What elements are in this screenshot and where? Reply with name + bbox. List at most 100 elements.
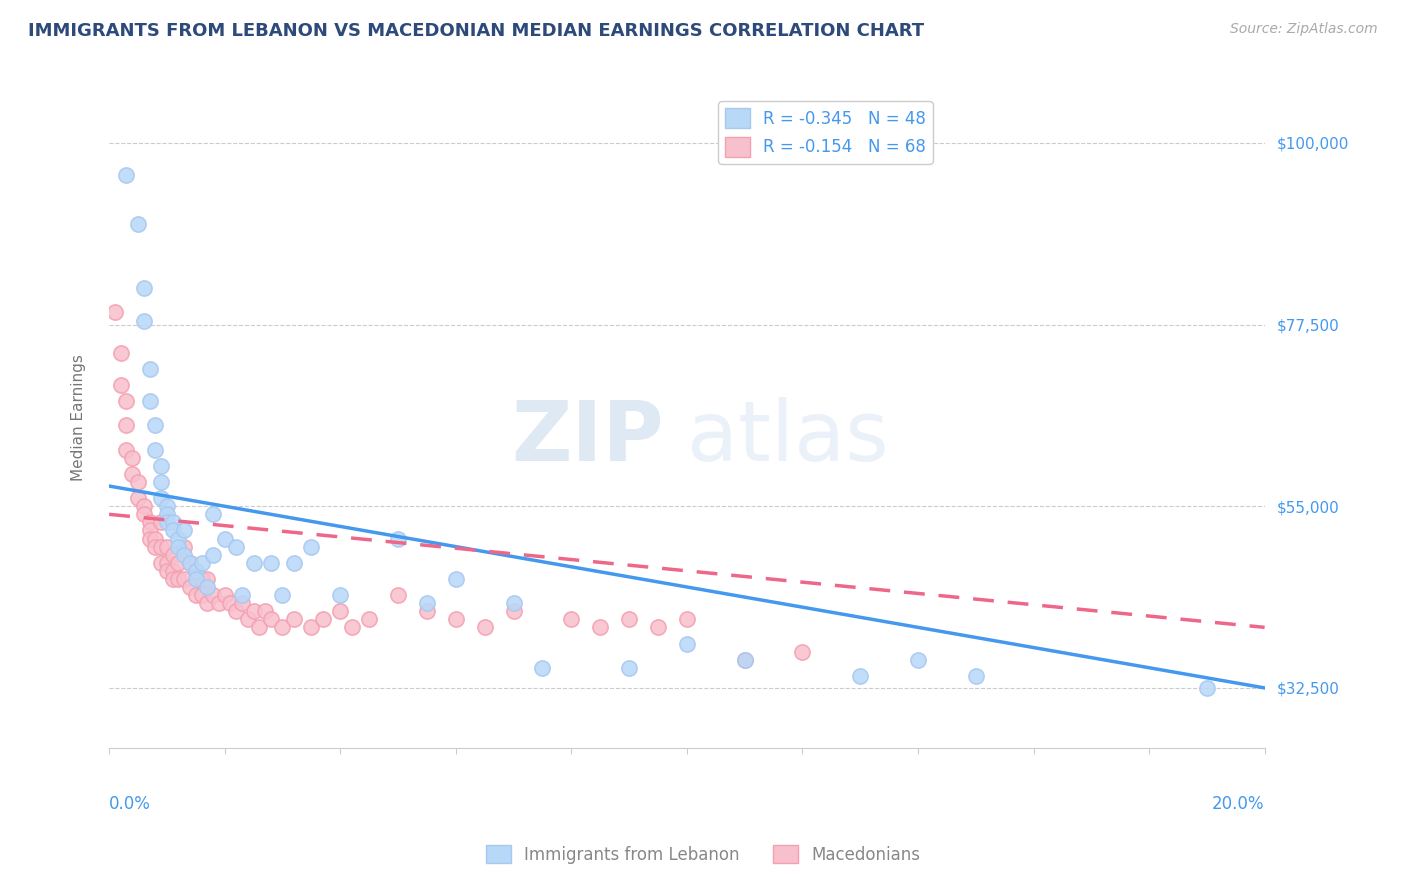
Point [734,653,756,667]
Point [416,604,439,618]
Point [156,508,179,522]
Point [110,378,132,392]
Point [283,556,305,570]
Point [195,596,218,610]
Point [115,168,138,182]
Point [110,346,132,360]
Point [162,516,184,530]
Point [150,491,173,505]
Point [474,620,496,634]
Point [156,500,179,514]
Point [162,548,184,562]
Point [138,532,160,546]
Point [502,596,524,610]
Point [444,572,467,586]
Point [254,604,277,618]
Point [589,620,612,634]
Point [121,467,143,481]
Point [145,442,167,457]
Point [560,612,582,626]
Point [242,604,264,618]
Point [162,572,184,586]
Point [132,500,155,514]
Point [329,604,352,618]
Point [734,653,756,667]
Point [115,442,138,457]
Y-axis label: Median Earnings: Median Earnings [72,354,86,481]
Point [184,564,207,578]
Point [173,524,195,538]
Point [184,588,207,602]
Point [145,418,167,433]
Point [965,669,987,683]
Point [173,572,195,586]
Point [156,556,179,570]
Point [127,491,149,505]
Text: atlas: atlas [688,397,889,478]
Point [299,620,322,634]
Point [502,604,524,618]
Point [1195,681,1218,695]
Point [184,572,207,586]
Point [208,596,231,610]
Point [173,540,195,554]
Point [242,556,264,570]
Point [132,281,155,295]
Point [225,604,247,618]
Point [156,540,179,554]
Legend: Immigrants from Lebanon, Macedonians: Immigrants from Lebanon, Macedonians [479,838,927,871]
Point [387,532,409,546]
Point [312,612,335,626]
Point [202,548,225,562]
Point [167,532,190,546]
Point [617,661,640,675]
Point [167,556,190,570]
Point [271,588,294,602]
Point [190,556,212,570]
Point [115,394,138,409]
Point [150,458,173,473]
Point [387,588,409,602]
Point [179,556,201,570]
Point [195,572,218,586]
Point [359,612,381,626]
Point [179,556,201,570]
Point [849,669,872,683]
Point [617,612,640,626]
Point [416,596,439,610]
Point [195,580,218,594]
Point [150,475,173,489]
Point [104,305,127,319]
Text: IMMIGRANTS FROM LEBANON VS MACEDONIAN MEDIAN EARNINGS CORRELATION CHART: IMMIGRANTS FROM LEBANON VS MACEDONIAN ME… [28,22,924,40]
Point [329,588,352,602]
Point [184,564,207,578]
Point [127,217,149,231]
Legend: R = -0.345   N = 48, R = -0.154   N = 68: R = -0.345 N = 48, R = -0.154 N = 68 [718,102,932,163]
Point [156,516,179,530]
Point [676,612,699,626]
Text: 20.0%: 20.0% [1212,795,1264,813]
Point [236,612,259,626]
Point [247,620,270,634]
Point [283,612,305,626]
Point [225,540,247,554]
Point [132,508,155,522]
Point [907,653,929,667]
Point [115,418,138,433]
Point [271,620,294,634]
Text: ZIP: ZIP [512,397,664,478]
Point [647,620,669,634]
Point [138,362,160,376]
Text: Source: ZipAtlas.com: Source: ZipAtlas.com [1230,22,1378,37]
Point [214,532,236,546]
Point [531,661,554,675]
Point [145,532,167,546]
Point [138,524,160,538]
Point [127,475,149,489]
Point [260,612,283,626]
Point [299,540,322,554]
Point [167,572,190,586]
Point [121,450,143,465]
Point [162,524,184,538]
Point [150,540,173,554]
